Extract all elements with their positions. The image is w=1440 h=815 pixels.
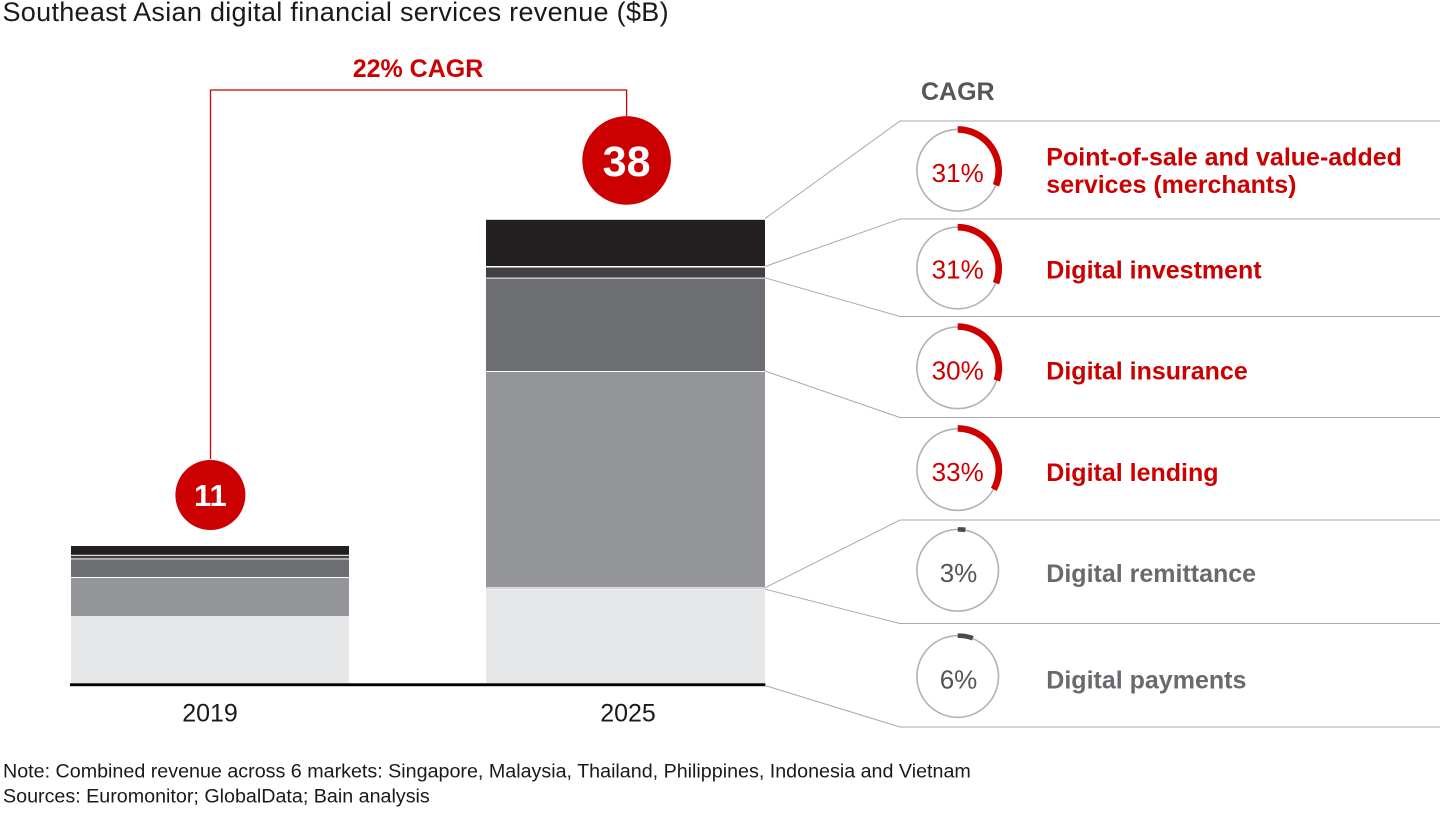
svg-text:Digital payments: Digital payments bbox=[1046, 666, 1246, 694]
svg-text:3%: 3% bbox=[940, 558, 978, 588]
svg-text:31%: 31% bbox=[932, 255, 984, 285]
svg-text:Southeast Asian digital financ: Southeast Asian digital financial servic… bbox=[3, 0, 669, 27]
svg-text:2025: 2025 bbox=[600, 700, 656, 728]
svg-text:Digital insurance: Digital insurance bbox=[1046, 357, 1248, 385]
svg-text:31%: 31% bbox=[932, 158, 984, 188]
svg-text:Digital remittance: Digital remittance bbox=[1046, 560, 1256, 588]
svg-text:Digital lending: Digital lending bbox=[1046, 459, 1218, 487]
svg-text:22% CAGR: 22% CAGR bbox=[353, 55, 484, 83]
svg-text:33%: 33% bbox=[932, 457, 984, 487]
svg-text:Sources: Euromonitor; GlobalDa: Sources: Euromonitor; GlobalData; Bain a… bbox=[3, 786, 430, 808]
svg-text:6%: 6% bbox=[940, 664, 978, 694]
svg-text:2019: 2019 bbox=[182, 700, 238, 728]
svg-text:11: 11 bbox=[194, 478, 227, 513]
svg-text:Point-of-sale and value-added: Point-of-sale and value-added bbox=[1046, 143, 1402, 171]
svg-text:38: 38 bbox=[603, 138, 651, 186]
svg-text:services (merchants): services (merchants) bbox=[1046, 171, 1296, 199]
svg-text:Note: Combined revenue across: Note: Combined revenue across 6 markets:… bbox=[3, 761, 971, 783]
svg-text:Digital investment: Digital investment bbox=[1046, 257, 1262, 285]
svg-text:30%: 30% bbox=[932, 355, 984, 385]
svg-text:CAGR: CAGR bbox=[921, 78, 995, 106]
